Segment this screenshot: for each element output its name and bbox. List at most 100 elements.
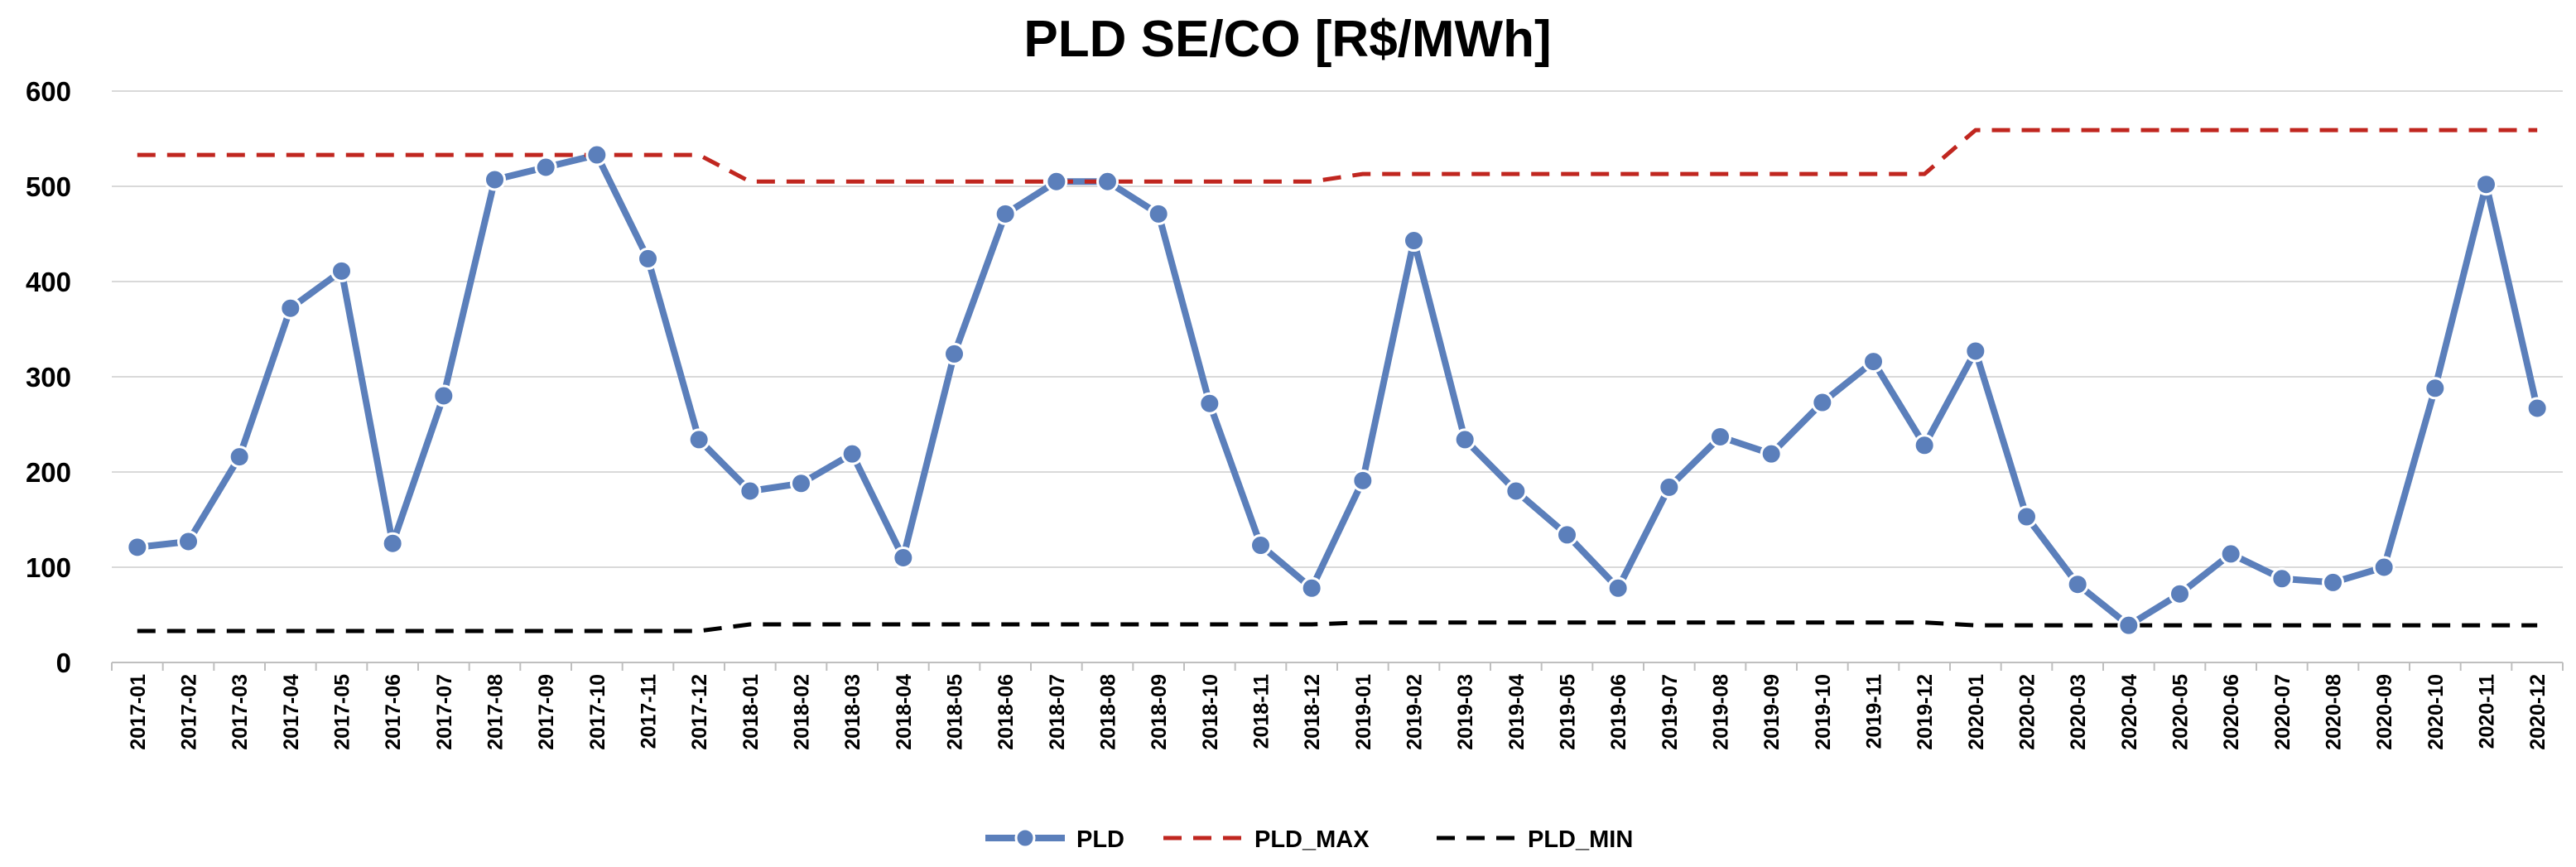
pld-marker	[1862, 350, 1885, 373]
legend-item-pld: PLD	[985, 826, 1124, 853]
pld-marker	[1606, 576, 1630, 600]
pld-marker	[1658, 475, 1681, 499]
x-tick-label: 2018-04	[893, 674, 916, 750]
x-tick-label: 2017-03	[229, 674, 252, 750]
pld-marker	[1556, 523, 1578, 547]
x-tick-label: 2019-03	[1454, 674, 1477, 750]
x-tick-label: 2017-07	[433, 674, 456, 750]
x-tick-label: 2017-06	[382, 674, 405, 750]
pld-marker	[2475, 173, 2497, 196]
x-tick-label: 2018-11	[1250, 674, 1274, 749]
x-tick-label: 2018-03	[841, 674, 864, 750]
pld-markers	[126, 143, 2549, 637]
legend-marker	[1014, 827, 1036, 849]
series-lines	[133, 128, 2541, 633]
pld-marker	[432, 384, 455, 407]
pld-marker	[1505, 479, 1528, 503]
y-tick-label: 600	[26, 76, 71, 107]
y-tick-label: 200	[26, 457, 71, 488]
pld-marker	[330, 259, 353, 282]
pld-marker	[177, 530, 200, 553]
x-tick-label: 2019-02	[1404, 674, 1427, 750]
legend-item-pld-max: PLD_MAX	[1163, 826, 1370, 853]
pld-marker	[1964, 340, 1987, 363]
x-tick-label: 2019-05	[1557, 674, 1580, 750]
pld-marker	[279, 296, 302, 320]
series-line-pld	[133, 152, 2541, 629]
x-tick-label: 2019-06	[1607, 674, 1630, 750]
x-tick-label: 2019-10	[1812, 674, 1835, 750]
pld-marker	[1147, 202, 1170, 225]
y-tick-label: 100	[26, 552, 71, 583]
pld-marker	[2372, 556, 2395, 579]
pld-marker	[1300, 576, 1323, 600]
pld-marker	[943, 342, 965, 365]
x-tick-label: 2018-09	[1148, 674, 1171, 750]
pld-marker	[381, 532, 404, 555]
x-tick-label: 2020-05	[2169, 674, 2193, 750]
pld-marker	[1249, 534, 1272, 557]
x-tick-label: 2018-08	[1097, 674, 1120, 750]
legend-label: PLD	[1076, 826, 1124, 853]
x-tick-label: 2020-03	[2067, 674, 2090, 750]
pld-marker	[1045, 170, 1068, 193]
x-tick-label: 2019-07	[1659, 674, 1682, 750]
pld-marker	[2219, 542, 2242, 566]
legend: PLD PLD_MAX PLD_MIN	[985, 826, 1633, 853]
x-tick-label: 2018-05	[944, 674, 967, 750]
pld-marker	[1811, 391, 1834, 414]
pld-marker	[2015, 505, 2038, 528]
x-tick-label: 2018-07	[1046, 674, 1069, 750]
x-tick-label: 2020-11	[2476, 674, 2499, 749]
pld-marker	[1453, 428, 1476, 451]
x-tick-label: 2020-07	[2271, 674, 2294, 750]
x-tick-label: 2018-10	[1199, 674, 1222, 750]
x-tick-label: 2020-08	[2323, 674, 2346, 750]
pld-marker	[228, 446, 251, 469]
pld-marker	[1760, 442, 1783, 465]
y-tick-label: 0	[56, 648, 71, 678]
pld-marker	[126, 536, 149, 559]
pld-marker	[687, 428, 710, 451]
x-tick-label: 2019-04	[1505, 674, 1529, 750]
x-tick-label: 2019-11	[1863, 674, 1886, 749]
pld-marker	[2066, 573, 2089, 596]
legend-label: PLD_MIN	[1528, 826, 1633, 853]
x-tick-label: 2020-12	[2526, 674, 2550, 750]
pld-marker	[1709, 425, 1731, 448]
series-line-pld-min	[137, 620, 2538, 633]
x-tick-label: 2017-05	[331, 674, 354, 750]
series-line-pld-max	[137, 128, 2538, 184]
pld-marker	[790, 472, 812, 495]
x-tick-label: 2017-04	[280, 674, 303, 750]
axes	[111, 662, 2564, 671]
pld-marker	[2270, 567, 2294, 590]
x-tick-label: 2017-10	[586, 674, 609, 750]
x-tick-label: 2017-01	[127, 674, 150, 750]
pld-marker	[1351, 469, 1375, 492]
pld-marker	[2117, 614, 2140, 637]
x-tick-label: 2020-04	[2118, 674, 2141, 750]
x-tick-label: 2018-02	[791, 674, 814, 750]
pld-marker	[1096, 170, 1119, 193]
chart-title: PLD SE/CO [R$/MWh]	[1023, 11, 1551, 68]
legend-item-pld-min: PLD_MIN	[1437, 826, 1633, 853]
x-tick-label: 2017-08	[484, 674, 508, 750]
pld-marker	[892, 547, 915, 569]
x-tick-label: 2020-06	[2220, 674, 2243, 750]
pld-marker	[1913, 434, 1936, 457]
x-tick-label: 2017-09	[535, 674, 558, 750]
pld-marker	[1198, 392, 1221, 415]
pld-marker	[1403, 229, 1425, 253]
x-tick-label: 2020-02	[2016, 674, 2039, 750]
x-tick-label: 2019-12	[1914, 674, 1937, 750]
y-tick-label: 400	[26, 267, 71, 297]
pld-marker	[585, 143, 609, 166]
y-tick-label: 300	[26, 362, 71, 393]
pld-marker	[2322, 571, 2344, 594]
x-tick-label: 2020-09	[2373, 674, 2396, 750]
pld-marker	[637, 247, 659, 270]
pld-marker	[2525, 397, 2549, 420]
pld-marker	[484, 168, 506, 191]
